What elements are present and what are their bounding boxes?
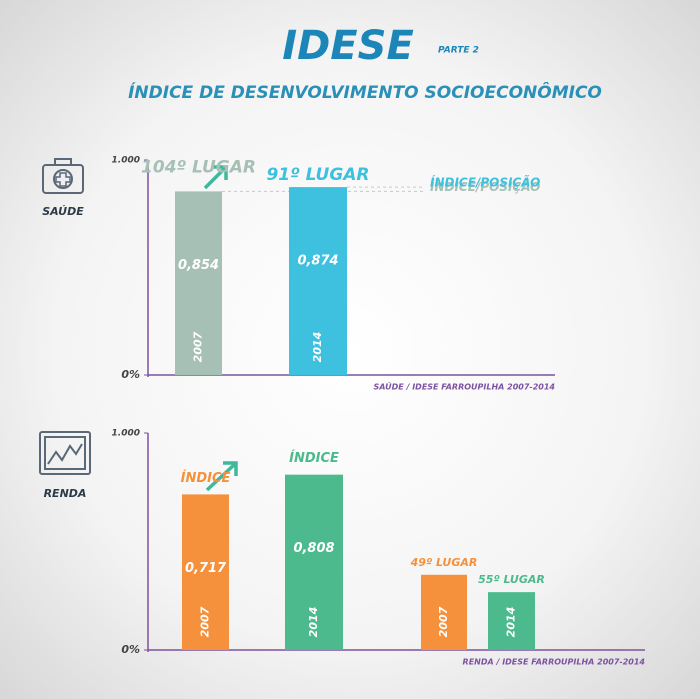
guide-label: ÍNDICE/POSIÇÃO: [430, 175, 540, 190]
bar: [488, 592, 535, 650]
bar: [285, 474, 343, 650]
category-label: 2014: [505, 607, 518, 638]
source: RENDA / IDESE FARROUPILHA 2007-2014: [463, 658, 646, 667]
value-label: 0,874: [297, 254, 338, 269]
y-tick-label: 1.000: [112, 429, 140, 439]
category-label: 2007: [199, 606, 212, 637]
bar-top-label: 91º LUGAR: [266, 165, 369, 185]
source: SAÚDE / IDESE FARROUPILHA 2007-2014: [374, 381, 556, 392]
category-label: 2007: [437, 606, 450, 637]
value-label: 0,717: [185, 561, 227, 576]
bar: [182, 494, 229, 650]
bar: [175, 191, 222, 375]
bar-top-label: ÍNDICE: [181, 470, 231, 486]
arrow: [203, 165, 228, 190]
value-label: 49º LUGAR: [410, 556, 478, 569]
y-tick-label: 0%: [121, 368, 140, 381]
bar-top-label: ÍNDICE: [289, 450, 339, 466]
guide-label: ÍNDICE/POSIÇÃO: [430, 179, 540, 194]
category-label: 2014: [307, 607, 320, 638]
category-label: 2014: [311, 332, 324, 363]
value-label: 55º LUGAR: [478, 573, 545, 586]
income-icon: [39, 431, 91, 475]
category-label: 2007: [192, 331, 205, 362]
bar: [289, 187, 347, 375]
chart-label: SAÚDE: [42, 205, 84, 218]
y-tick-label: 0%: [121, 643, 140, 656]
y-tick-label: 1.000: [112, 156, 140, 166]
title: IDESE: [282, 23, 414, 69]
health-icon: [42, 158, 84, 194]
bar: [421, 574, 467, 650]
bar-top-label: 104º LUGAR: [141, 157, 256, 177]
value-label: 0,808: [293, 541, 334, 556]
title-tag: PARTE 2: [438, 46, 479, 56]
chart-label: RENDA: [44, 487, 87, 500]
arrow: [205, 461, 238, 492]
value-label: 0,854: [178, 258, 219, 273]
subtitle: ÍNDICE DE DESENVOLVIMENTO SOCIOECONÔMICO: [128, 81, 602, 103]
